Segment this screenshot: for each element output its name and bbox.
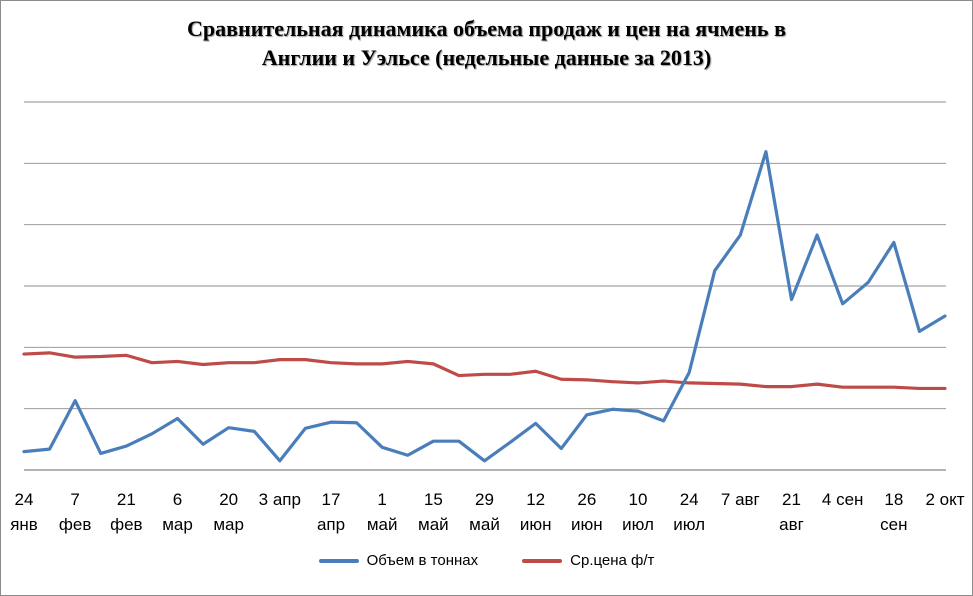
- x-tick-label: 7 авг: [721, 490, 760, 509]
- x-tick-label: 15: [424, 490, 443, 509]
- x-tick-label: 17: [322, 490, 341, 509]
- x-tick-label: фев: [110, 515, 142, 534]
- x-tick-label: июн: [571, 515, 603, 534]
- series-line-price: [22, 351, 947, 391]
- x-tick-label: 3 апр: [259, 490, 301, 509]
- x-tick-label: июл: [622, 515, 654, 534]
- x-tick-label: июл: [673, 515, 705, 534]
- series-line-volume: [22, 150, 947, 463]
- series-lines: [22, 150, 947, 463]
- x-tick-label: май: [367, 515, 398, 534]
- x-tick-label: 1: [377, 490, 386, 509]
- x-tick-label: 7: [70, 490, 79, 509]
- x-tick-label: май: [418, 515, 449, 534]
- x-tick-label: 10: [629, 490, 648, 509]
- legend-label-price: Ср.цена ф/т: [570, 552, 655, 569]
- chart-title-line-1: Сравнительная динамика объема продаж и ц…: [187, 16, 786, 41]
- legend-item-volume: Объем в тоннах: [318, 552, 479, 569]
- x-tick-label: мар: [213, 515, 244, 534]
- x-tick-label: мар: [162, 515, 193, 534]
- legend-swatch-price: [522, 558, 563, 563]
- x-tick-label: июн: [520, 515, 552, 534]
- legend-label-volume: Объем в тоннах: [366, 552, 479, 569]
- legend: Объем в тоннах Ср.цена ф/т: [0, 552, 973, 569]
- x-tick-label: 29: [475, 490, 494, 509]
- x-tick-label: 21: [117, 490, 136, 509]
- x-tick-label: 6: [173, 490, 182, 509]
- x-tick-label: 2 окт: [925, 490, 964, 509]
- chart-title-line-2: Англии и Уэльсе (недельные данные за 201…: [261, 45, 712, 70]
- x-tick-label: 21: [782, 490, 801, 509]
- x-axis-labels: 24 янв 7 фев 21 фев 6 мар 20 мар 3 апр 17 апр 1 май 15 м…: [10, 490, 965, 534]
- chart-title: Сравнительная динамика объема продаж и ц…: [0, 14, 973, 72]
- x-tick-label: 4 сен: [822, 490, 864, 509]
- x-tick-label: май: [469, 515, 500, 534]
- x-tick-label: авг: [779, 515, 804, 534]
- x-tick-label: фев: [59, 515, 91, 534]
- x-tick-label: 20: [219, 490, 238, 509]
- gridlines: [24, 101, 946, 471]
- legend-swatch-volume: [318, 558, 359, 563]
- x-tick-label: янв: [10, 515, 38, 534]
- x-tick-label: апр: [317, 515, 345, 534]
- x-tick-label: 18: [884, 490, 903, 509]
- x-tick-label: сен: [880, 515, 907, 534]
- legend-item-price: Ср.цена ф/т: [522, 552, 654, 569]
- x-tick-label: 12: [526, 490, 545, 509]
- x-tick-label: 26: [577, 490, 596, 509]
- x-tick-label: 24: [15, 490, 34, 509]
- x-tick-label: 24: [680, 490, 699, 509]
